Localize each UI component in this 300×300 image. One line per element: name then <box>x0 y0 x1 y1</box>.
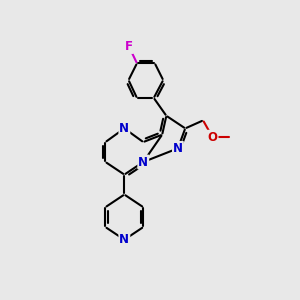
Text: N: N <box>173 142 183 155</box>
Text: N: N <box>138 155 148 169</box>
Text: N: N <box>119 122 129 135</box>
Text: F: F <box>125 40 133 53</box>
Text: O: O <box>208 131 218 144</box>
Text: N: N <box>119 233 129 246</box>
